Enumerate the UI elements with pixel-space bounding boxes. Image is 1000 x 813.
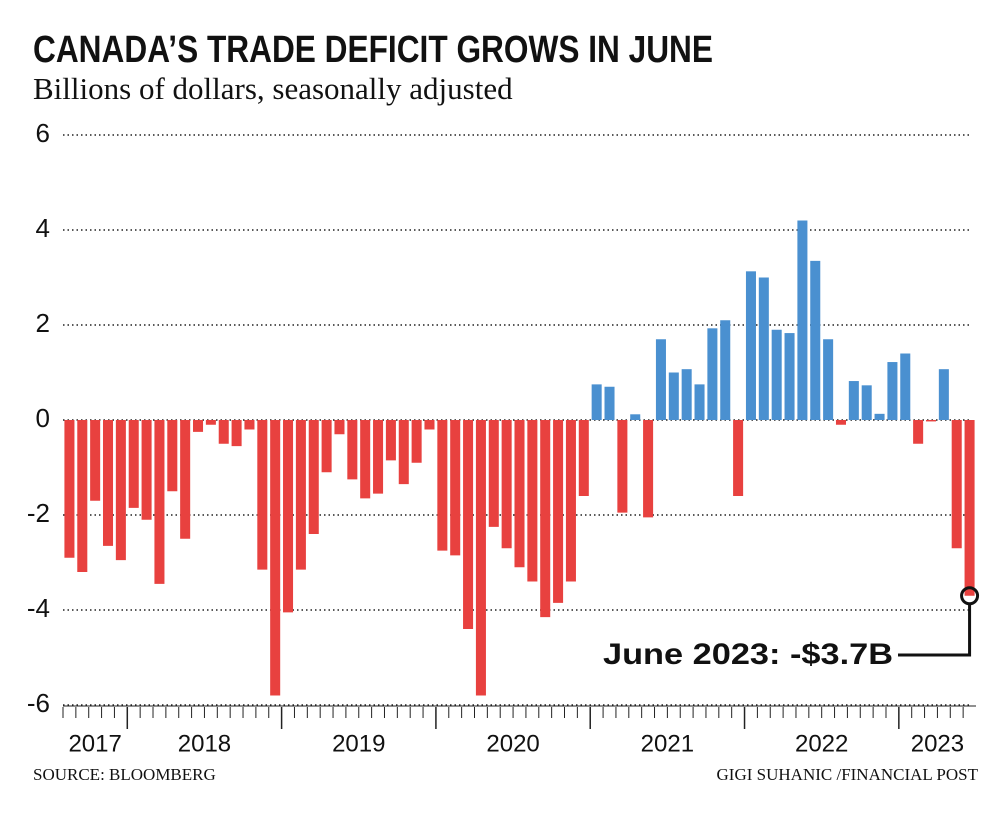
x-tick-label: 2017 [68, 730, 121, 757]
bar [874, 413, 885, 420]
bar [823, 339, 834, 420]
x-tick-label: 2023 [911, 730, 964, 757]
bar [244, 420, 255, 430]
bar [643, 420, 654, 518]
bar [694, 384, 705, 420]
bar [488, 420, 499, 527]
bar [617, 420, 628, 513]
bar [205, 420, 216, 425]
annotation-leader [898, 603, 972, 657]
y-tick-label: 4 [36, 213, 50, 243]
bar [231, 420, 242, 447]
bar [424, 420, 435, 430]
bar [900, 353, 911, 420]
bar [591, 384, 602, 420]
bar [115, 420, 126, 561]
annotation: June 2023: -$3.7B [603, 638, 893, 671]
bar [167, 420, 178, 492]
bar [360, 420, 371, 499]
chart-subtitle: Billions of dollars, seasonally adjusted [33, 71, 513, 106]
bar [733, 420, 744, 496]
bar [373, 420, 384, 494]
bar [295, 420, 306, 570]
bar [270, 420, 281, 696]
bar [681, 369, 692, 420]
bar [154, 420, 165, 584]
bar [385, 420, 396, 461]
y-tick-label: 0 [36, 403, 50, 433]
bar [527, 420, 538, 582]
credit: GIGI SUHANIC /FINANCIAL POST [717, 765, 979, 784]
bar [475, 420, 486, 696]
bar [193, 420, 204, 432]
bar [758, 277, 769, 420]
x-tick-label: 2020 [486, 730, 539, 757]
chart-title: CANADA’S TRADE DEFICIT GROWS IN JUNE [33, 29, 713, 71]
x-tick-label: 2019 [332, 730, 385, 757]
bar [604, 386, 615, 420]
bar [347, 420, 358, 480]
bar [514, 420, 525, 568]
bar [938, 369, 949, 420]
bar [308, 420, 319, 534]
bar [745, 271, 756, 420]
x-tick-label: 2021 [641, 730, 694, 757]
bar [218, 420, 229, 444]
bar [784, 333, 795, 420]
bar [630, 414, 641, 420]
bar [553, 420, 564, 603]
bar [321, 420, 332, 473]
y-tick-label: 2 [36, 308, 50, 338]
bar [925, 420, 937, 422]
bar [913, 420, 924, 444]
bar [540, 420, 551, 618]
bar [964, 420, 975, 596]
bar [771, 329, 782, 420]
bar [835, 420, 846, 425]
bar [77, 420, 88, 572]
bar [861, 385, 872, 420]
bar [437, 420, 448, 551]
bar [501, 420, 512, 549]
bar [64, 420, 75, 558]
bar [90, 420, 101, 501]
bar [411, 420, 422, 463]
y-tick-label: -2 [27, 498, 50, 528]
bar [887, 362, 898, 420]
bar [334, 420, 345, 435]
bar [102, 420, 114, 546]
bar [655, 339, 666, 420]
bar [797, 220, 808, 420]
bar [848, 381, 859, 420]
bar [578, 420, 589, 496]
bar [951, 420, 962, 549]
bar [283, 420, 294, 613]
bar [668, 372, 679, 420]
bar [720, 320, 731, 420]
bar [565, 420, 576, 582]
bar [257, 420, 268, 570]
bar [707, 328, 718, 420]
x-tick-label: 2022 [795, 730, 848, 757]
bar [180, 420, 191, 539]
bar [141, 420, 152, 520]
y-tick-label: -6 [27, 688, 50, 718]
bar [450, 420, 461, 556]
bar [398, 420, 409, 485]
bar [463, 420, 474, 629]
x-tick-label: 2018 [178, 730, 231, 757]
y-tick-label: 6 [36, 118, 50, 148]
source: SOURCE: BLOOMBERG [33, 765, 216, 784]
bar [128, 420, 139, 508]
y-tick-label: -4 [27, 593, 50, 623]
bar [810, 260, 821, 420]
